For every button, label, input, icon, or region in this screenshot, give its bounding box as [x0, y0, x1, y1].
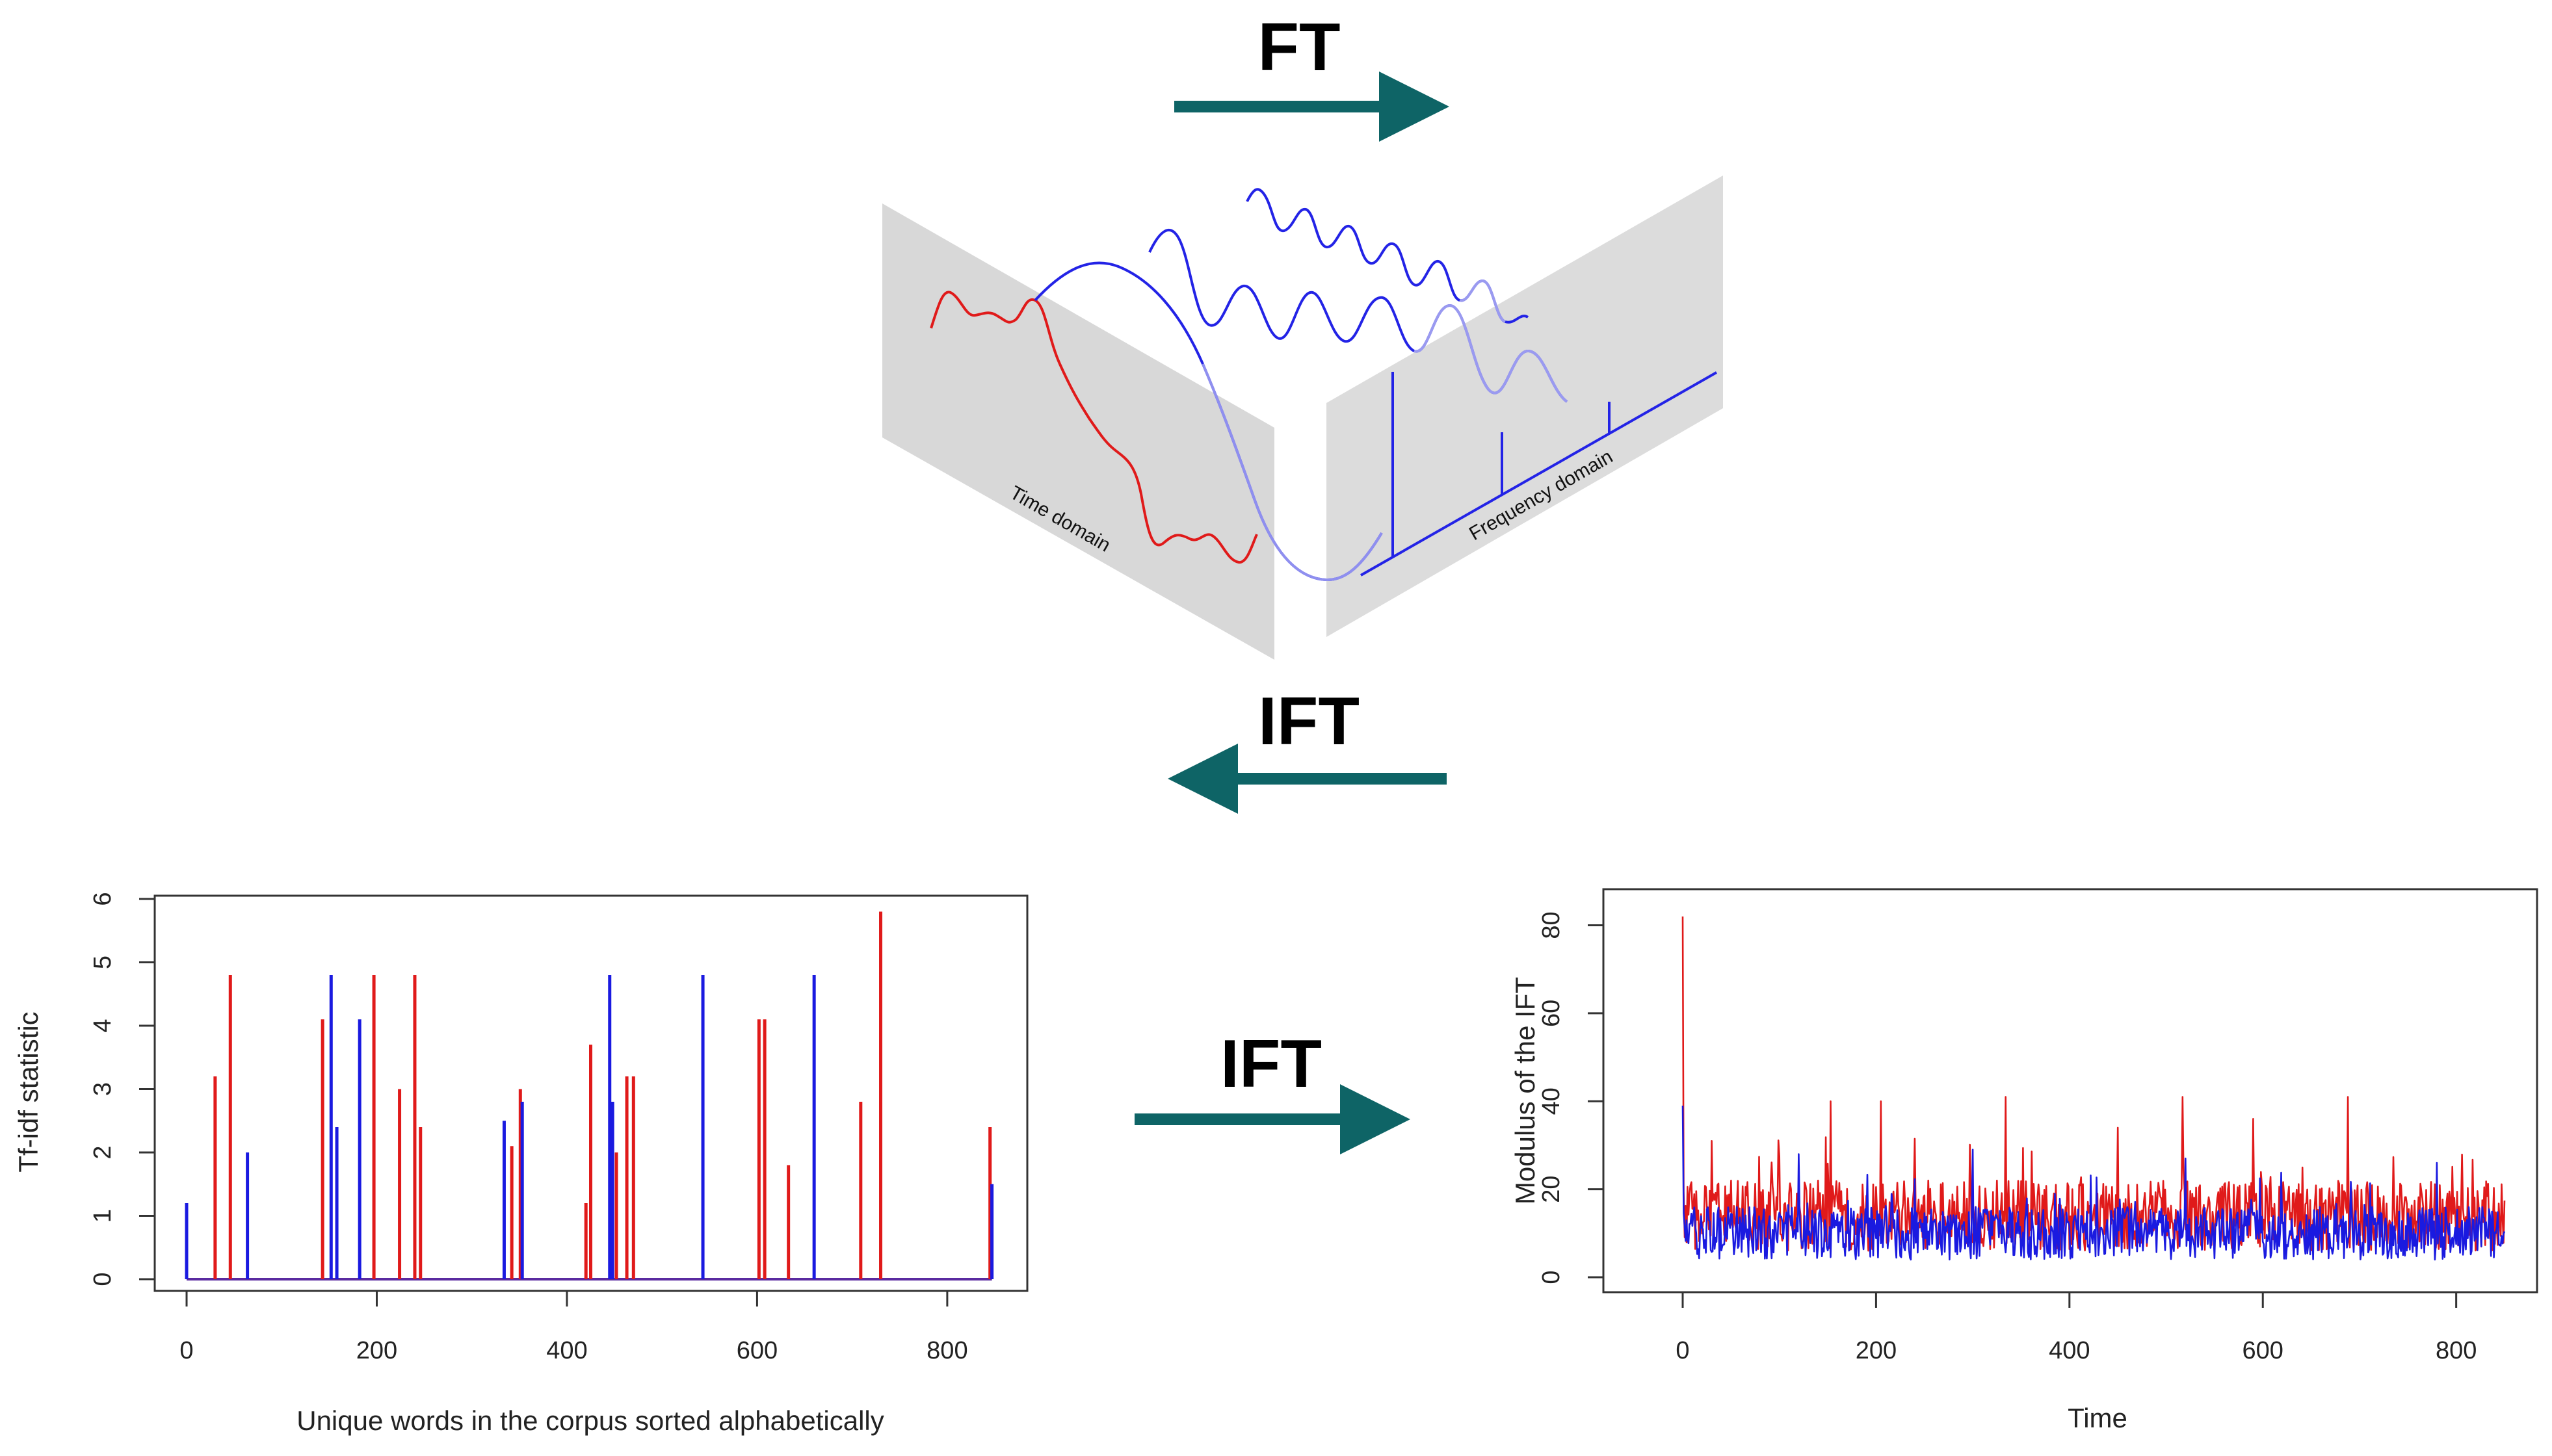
tfidf-x-tick-label: 800	[927, 1337, 967, 1364]
tfidf-x-tick-label: 0	[179, 1337, 193, 1364]
ift-x-tick-label: 600	[2243, 1337, 2283, 1364]
ift-x-tick-label: 0	[1676, 1337, 1689, 1364]
tfidf-y-tick-label: 0	[89, 1272, 116, 1286]
tfidf-y-tick-label: 4	[89, 1019, 116, 1032]
mid-frequency-wave-faded	[1414, 304, 1568, 403]
ift-y-tick-label: 40	[1538, 1087, 1565, 1115]
ift-y-axis: 0 20 40 60 80	[1538, 911, 1605, 1284]
ift-label-middle: IFT	[1220, 1026, 1322, 1102]
ift-series-line	[1681, 1105, 2506, 1261]
low-frequency-wave-faded	[1202, 363, 1383, 582]
tfidf-bars	[185, 911, 994, 1280]
ift-y-tick-label: 60	[1538, 1000, 1565, 1027]
ift-series-line	[1681, 916, 2506, 1252]
tfidf-y-tick-label: 2	[89, 1145, 116, 1159]
tfidf-y-tick-label: 5	[89, 956, 116, 969]
ift-x-tick-label: 800	[2436, 1337, 2477, 1364]
ft-diagram: FT Time domain Frequency domain IFT	[882, 10, 1723, 814]
tfidf-y-tick-label: 1	[89, 1209, 116, 1223]
tfidf-x-axis: 0 200 400 600 800	[179, 1290, 968, 1364]
ift-y-axis-title: Modulus of the IFT	[1510, 977, 1540, 1204]
ift-label-top: IFT	[1258, 684, 1360, 759]
tfidf-x-tick-label: 400	[546, 1337, 587, 1364]
frequency-axis	[1360, 371, 1717, 577]
tfidf-y-tick-label: 6	[89, 892, 116, 905]
tfidf-y-tick-label: 3	[89, 1082, 116, 1096]
tfidf-chart: 0 1 2 3 4 5 6 0 200 400 600 800 Unique words in th…	[13, 892, 1029, 1436]
middle-ift: IFT	[1135, 1026, 1410, 1154]
frequency-domain-plane	[1326, 176, 1723, 637]
ift-y-tick-label: 80	[1538, 911, 1565, 939]
tfidf-x-tick-label: 200	[356, 1337, 397, 1364]
ift-x-tick-label: 400	[2049, 1337, 2090, 1364]
ift-x-axis-title: Time	[2068, 1403, 2127, 1433]
time-signal-curve	[930, 291, 1258, 564]
ift-x-tick-label: 200	[1856, 1337, 1897, 1364]
ift-modulus-chart: 0 20 40 60 80 0 200 400 600 800 Time Modulus of …	[1510, 888, 2538, 1433]
tfidf-y-axis: 0 1 2 3 4 5 6	[89, 892, 156, 1286]
time-domain-plane	[882, 203, 1274, 660]
ift-y-tick-label: 0	[1538, 1270, 1565, 1284]
high-frequency-wave-faded	[1459, 279, 1506, 323]
tfidf-x-tick-label: 600	[737, 1337, 778, 1364]
ft-label: FT	[1257, 10, 1340, 85]
tfidf-x-axis-title: Unique words in the corpus sorted alphab…	[296, 1405, 884, 1436]
ift-lines	[1681, 916, 2506, 1261]
ift-y-tick-label: 20	[1538, 1175, 1565, 1202]
tfidf-y-axis-title: Tf-idf statistic	[13, 1011, 44, 1172]
ift-x-axis: 0 200 400 600 800	[1676, 1291, 2477, 1364]
